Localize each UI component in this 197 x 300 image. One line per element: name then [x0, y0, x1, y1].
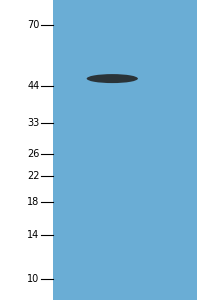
- Bar: [53, 0, 197, 300]
- Text: 26: 26: [27, 149, 39, 159]
- Text: 14: 14: [27, 230, 39, 240]
- Text: 22: 22: [27, 171, 39, 181]
- Ellipse shape: [87, 74, 138, 83]
- Text: 10: 10: [27, 274, 39, 284]
- Text: 33: 33: [27, 118, 39, 128]
- Text: 18: 18: [27, 197, 39, 207]
- Text: 44: 44: [27, 81, 39, 91]
- Text: 70: 70: [27, 20, 39, 30]
